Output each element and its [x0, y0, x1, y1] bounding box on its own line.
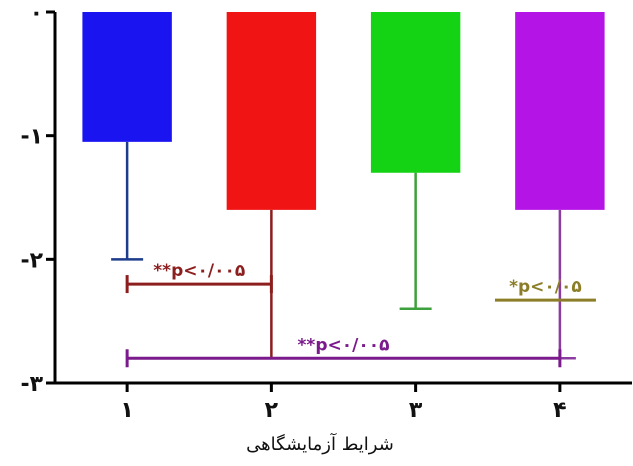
y-tick-label: -۳ [20, 372, 43, 397]
x-tick-label: ۲ [265, 398, 279, 423]
x-tick-label: ۱ [120, 398, 133, 423]
y-tick-label: ۰ [30, 1, 43, 26]
significance-label: *p<۰/۰۵ [509, 277, 582, 297]
x-tick-label: ۳ [409, 398, 423, 423]
significance-label: **p<۰/۰۰۵ [298, 335, 390, 355]
y-tick-label: -۱ [20, 125, 43, 150]
chart-bars [82, 12, 605, 210]
y-tick-label: -۲ [20, 248, 43, 273]
bar [515, 12, 605, 210]
chart-axes: ۰ -۱ -۲ -۳ ۱ ۲ ۳ ۴ [20, 1, 632, 423]
bar [82, 12, 172, 142]
x-tick-label: ۴ [553, 398, 566, 423]
bar [226, 12, 317, 210]
chart-error-bars [111, 141, 576, 360]
x-axis-title: شرایط آزمایشگاهی [246, 432, 394, 455]
significance-label: **p<۰/۰۰۵ [153, 261, 245, 281]
bar [370, 12, 461, 173]
chart-annotations: **p<۰/۰۰۵ *p<۰/۰۵ **p<۰/۰۰۵ [125, 261, 596, 368]
